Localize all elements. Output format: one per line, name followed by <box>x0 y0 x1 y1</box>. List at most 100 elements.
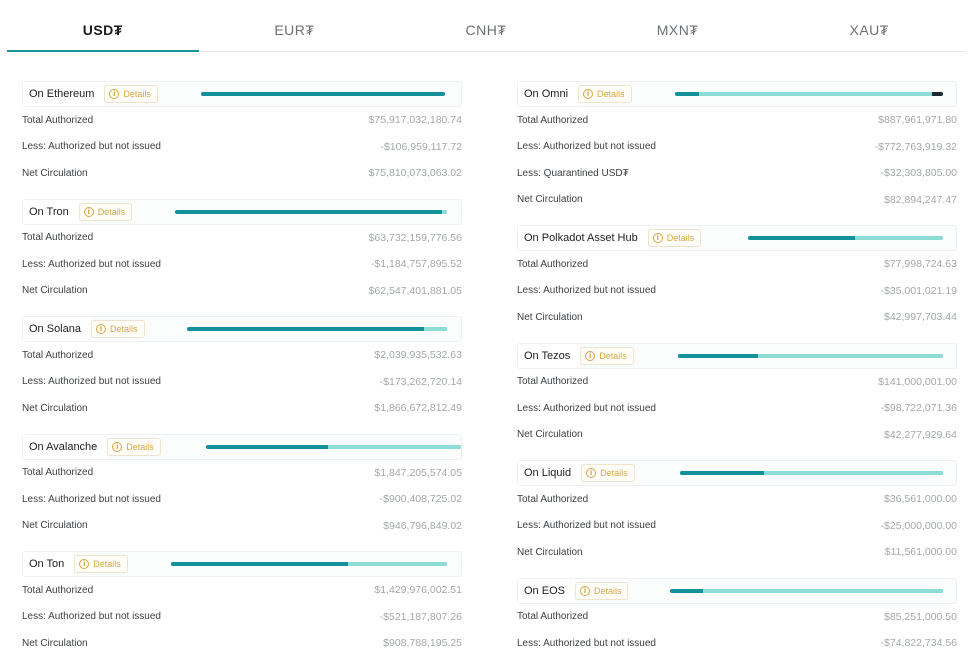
chain-name: On Liquid <box>518 461 582 485</box>
chain-stat-row: Total Authorized $2,039,935,532.63 <box>22 342 462 369</box>
info-icon: i <box>79 559 90 569</box>
info-icon: i <box>109 89 120 99</box>
stat-value: -$173,262,720.14 <box>379 375 462 388</box>
bar-unissued-segment <box>855 236 943 240</box>
details-label: Details <box>600 468 628 478</box>
bar-issued-segment <box>201 92 445 96</box>
tab-mxnt[interactable]: MXN₮ <box>656 21 699 38</box>
stat-label: Total Authorized <box>22 584 94 596</box>
info-icon: i <box>579 585 590 596</box>
circulation-ratio-bar <box>678 353 943 358</box>
tab-cnht[interactable]: CNH₮ <box>465 21 507 38</box>
details-label: Details <box>593 585 622 596</box>
circulation-ratio-bar <box>175 209 447 214</box>
stat-value: $75,917,032,180.74 <box>368 114 462 127</box>
details-button[interactable]: i Details <box>107 437 161 456</box>
stat-label: Total Authorized <box>517 376 589 388</box>
stat-value: $141,000,001.00 <box>878 375 957 388</box>
chain-stat-row: Net Circulation $62,547,401,881.05 <box>22 278 462 305</box>
stat-value: $11,561,000.00 <box>884 546 957 559</box>
info-icon: i <box>652 233 663 243</box>
details-button[interactable]: i Details <box>647 229 702 247</box>
stat-value: -$772,763,919.32 <box>874 140 957 153</box>
chain-header: On Liquid i Details <box>517 460 957 486</box>
circulation-ratio-bar <box>670 588 943 593</box>
chain-header: On Solana i Details <box>22 316 462 342</box>
bar-issued-segment <box>187 327 424 331</box>
details-button[interactable]: i Details <box>78 202 133 221</box>
stat-value: -$25,000,000.00 <box>880 519 957 532</box>
chain-card: On Polkadot Asset Hub i Details Total Autho… <box>517 225 957 331</box>
chain-stat-row: Less: Authorized but not issued -$173,262… <box>22 369 462 396</box>
bar-issued-segment <box>175 209 442 214</box>
stat-value: $36,561,000.00 <box>884 493 957 506</box>
chain-stat-row: Total Authorized $63,732,159,776.56 <box>22 225 462 252</box>
details-label: Details <box>109 324 138 334</box>
stat-value: $2,039,935,532.63 <box>374 349 462 362</box>
details-button[interactable]: i Details <box>580 346 634 365</box>
chain-stat-row: Net Circulation $11,561,000.00 <box>517 539 957 566</box>
details-label: Details <box>126 441 154 452</box>
bar-unissued-segment <box>702 588 943 593</box>
bar-unissued-segment <box>441 209 447 214</box>
details-button[interactable]: i Details <box>574 581 629 600</box>
stat-value: $63,732,159,776.56 <box>368 231 462 244</box>
stat-value: $1,847,205,574.05 <box>374 466 462 479</box>
stat-value: $1,866,672,812.49 <box>374 402 462 415</box>
chain-stat-row: Less: Authorized but not issued -$25,000,… <box>517 513 957 540</box>
chain-stat-row: Net Circulation $42,997,703.44 <box>517 304 957 331</box>
details-button[interactable]: i Details <box>90 320 145 338</box>
tab-xaut[interactable]: XAU₮ <box>849 21 889 38</box>
info-icon: i <box>112 441 123 452</box>
stat-value: -$521,187,807.26 <box>379 610 462 623</box>
chain-stat-row: Net Circulation $946,796,849.02 <box>22 513 462 540</box>
stat-label: Less: Authorized but not issued <box>517 520 656 532</box>
details-button[interactable]: i Details <box>74 555 128 573</box>
stat-label: Net Circulation <box>517 429 583 441</box>
chain-stat-row: Net Circulation $42,277,929.64 <box>517 422 957 449</box>
circulation-ratio-bar <box>748 236 943 240</box>
stat-value: -$1,184,757,895.52 <box>370 258 462 271</box>
chain-stat-row: Total Authorized $1,429,976,002.51 <box>22 577 462 604</box>
bar-issued-segment <box>171 562 348 566</box>
chain-stat-row: Total Authorized $141,000,001.00 <box>517 369 957 396</box>
chain-stat-row: Total Authorized $887,961,971.80 <box>517 107 957 134</box>
chain-stat-row: Less: Authorized but not issued -$35,001,… <box>517 278 957 305</box>
stat-value: -$74,822,734.56 <box>880 637 957 650</box>
bar-unissued-segment <box>423 327 447 331</box>
tab-eurt[interactable]: EUR₮ <box>274 21 315 38</box>
stat-value: $946,796,849.02 <box>383 519 462 532</box>
stat-label: Total Authorized <box>517 258 589 270</box>
bar-issued-segment <box>748 236 856 240</box>
bar-quarantined-segment <box>932 92 943 96</box>
chain-header: On Tron i Details <box>22 198 462 225</box>
currency-tabs: USD₮ EUR₮ CNH₮ MXN₮ XAU₮ <box>7 8 965 52</box>
chain-stat-row: Total Authorized $75,917,032,180.74 <box>22 107 462 134</box>
stat-value: -$32,303,805.00 <box>880 167 957 180</box>
stat-value: $85,251,000.50 <box>884 610 957 623</box>
stat-value: $77,998,724.63 <box>884 258 957 271</box>
chain-stat-row: Net Circulation $908,788,195.25 <box>22 630 462 657</box>
chain-header: On Ton i Details <box>22 551 462 577</box>
tab-usdt[interactable]: USD₮ <box>7 8 199 52</box>
chain-stat-row: Total Authorized $85,251,000.50 <box>517 604 957 631</box>
chain-card: On Ton i Details Total Authorized $1,429,976… <box>22 551 462 657</box>
stat-label: Net Circulation <box>517 311 583 323</box>
chain-name: On Tron <box>23 199 79 224</box>
stat-value: -$35,001,021.19 <box>880 284 957 297</box>
chain-header: On Ethereum i Details <box>22 81 462 107</box>
stat-value: $42,277,929.64 <box>884 428 957 441</box>
details-button[interactable]: i Details <box>104 85 158 103</box>
circulation-ratio-bar <box>680 471 943 475</box>
chain-name: On Ethereum <box>23 82 105 106</box>
chain-card: On Tezos i Details Total Authorized $141,000… <box>517 342 957 449</box>
chain-stat-row: Less: Authorized but not issued -$1,184,7… <box>22 251 462 278</box>
chain-name: On Omni <box>518 82 579 106</box>
chain-header: On Omni i Details <box>517 81 957 107</box>
details-button[interactable]: i Details <box>581 464 635 482</box>
chain-card: On Solana i Details Total Authorized $2,039,… <box>22 316 462 422</box>
details-button[interactable]: i Details <box>578 85 632 103</box>
circulation-ratio-bar <box>201 92 445 96</box>
chain-name: On Polkadot Asset Hub <box>518 226 648 250</box>
details-label: Details <box>597 89 625 99</box>
